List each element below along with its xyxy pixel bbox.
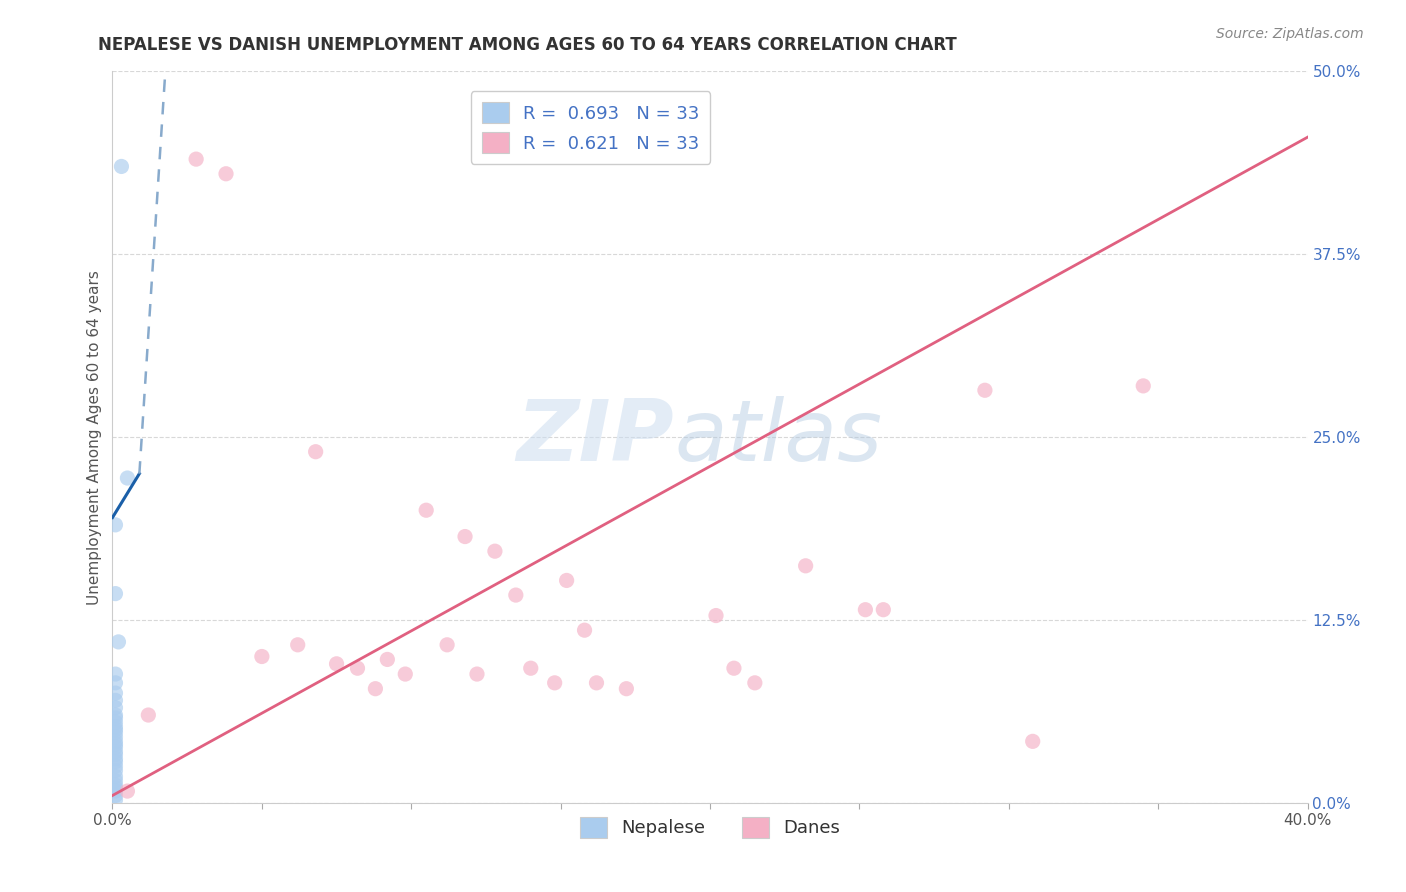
Point (104, 769, 127, 783)
Point (305, 444, 328, 458)
Point (104, 676, 127, 690)
Point (104, 745, 127, 759)
Point (415, 503, 437, 517)
Text: NEPALESE VS DANISH UNEMPLOYMENT AMONG AGES 60 TO 64 YEARS CORRELATION CHART: NEPALESE VS DANISH UNEMPLOYMENT AMONG AG… (98, 36, 957, 54)
Point (855, 603, 877, 617)
Point (104, 693, 127, 707)
Point (117, 784, 139, 798)
Point (104, 773, 127, 788)
Point (104, 793, 127, 807)
Point (555, 574, 578, 588)
Point (104, 725, 127, 739)
Point (215, 167, 238, 181)
Point (394, 667, 416, 681)
Point (325, 657, 347, 671)
Point (974, 384, 997, 398)
Point (138, 708, 160, 723)
Point (104, 700, 127, 714)
Point (520, 661, 543, 675)
Point (104, 711, 127, 725)
Point (104, 715, 127, 730)
Legend: Nepalese, Danes: Nepalese, Danes (572, 810, 848, 845)
Point (1022, 734, 1045, 748)
Point (436, 638, 458, 652)
Point (364, 681, 387, 696)
Point (104, 720, 127, 734)
Point (110, 160, 132, 174)
Point (377, 652, 399, 666)
Point (104, 586, 127, 600)
Point (104, 778, 127, 792)
Point (104, 789, 127, 803)
Point (104, 723, 127, 737)
Point (104, 740, 127, 755)
Point (616, 681, 638, 696)
Point (104, 517, 127, 532)
Point (723, 661, 745, 675)
Point (465, 667, 488, 681)
Point (704, 608, 727, 623)
Point (1132, 379, 1154, 393)
Point (794, 558, 817, 573)
Point (484, 544, 506, 558)
Point (104, 730, 127, 744)
Point (250, 649, 273, 664)
Point (574, 623, 596, 637)
Text: Source: ZipAtlas.com: Source: ZipAtlas.com (1216, 27, 1364, 41)
Point (117, 471, 139, 485)
Y-axis label: Unemployment Among Ages 60 to 64 years: Unemployment Among Ages 60 to 64 years (87, 269, 103, 605)
Point (104, 755, 127, 769)
Point (104, 737, 127, 751)
Point (104, 686, 127, 700)
Point (585, 676, 607, 690)
Point (104, 708, 127, 723)
Point (104, 747, 127, 762)
Point (872, 603, 894, 617)
Point (104, 781, 127, 796)
Point (104, 667, 127, 681)
Point (744, 676, 766, 690)
Point (104, 734, 127, 748)
Point (104, 764, 127, 778)
Point (107, 635, 129, 649)
Point (287, 638, 309, 652)
Text: atlas: atlas (675, 395, 882, 479)
Point (104, 784, 127, 798)
Point (104, 759, 127, 773)
Point (104, 752, 127, 766)
Point (186, 152, 208, 166)
Point (543, 676, 565, 690)
Text: ZIP: ZIP (516, 395, 675, 479)
Point (505, 588, 527, 602)
Point (454, 530, 477, 544)
Point (346, 661, 368, 675)
